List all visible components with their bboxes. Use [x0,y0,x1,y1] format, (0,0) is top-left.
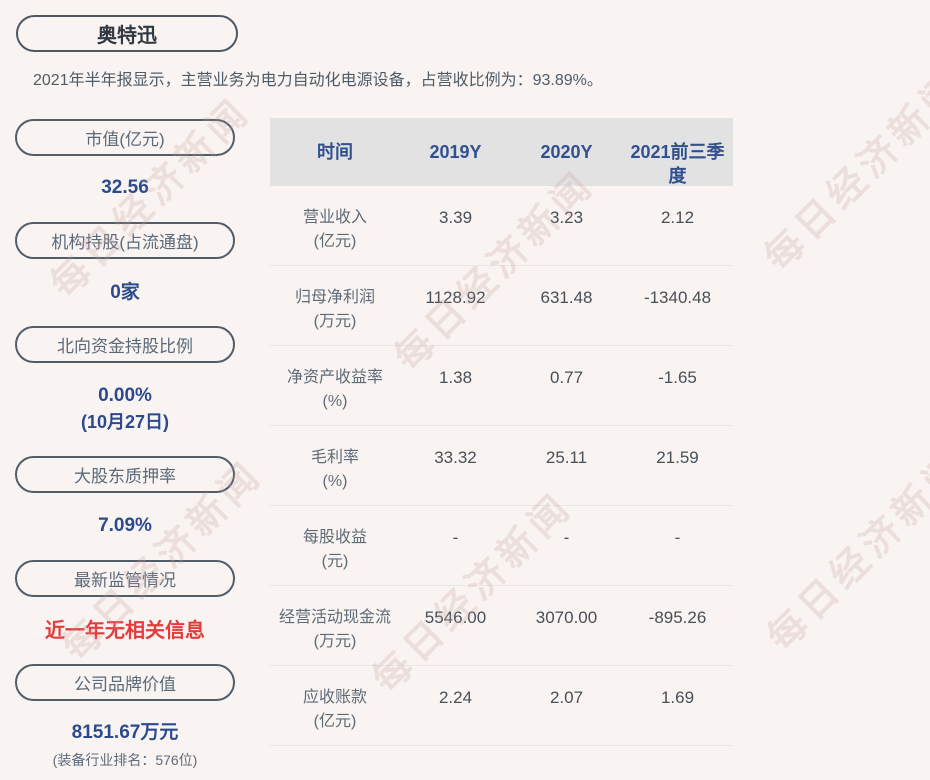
column-header-2019: 2019Y [429,142,482,162]
row-label: 营业收入 (亿元) [302,209,367,250]
sidebar-label: 公司品牌价值 [74,675,176,694]
brand-value-rank: (装备行业排名：576位) [52,752,198,768]
financial-table: 时间 2019Y 2020Y 2021前三季度 营业收入 (亿元) 3.39 3… [270,118,733,746]
table-row-roe: 净资产收益率 (%) 1.38 0.77 -1.65 [270,346,733,426]
institution-holding-value: 0家 [110,282,140,303]
cell-value: 1.69 [660,688,695,707]
row-label: 应收账款 (亿元) [302,689,367,730]
table-row-net-profit: 归母净利润 (万元) 1128.92 631.48 -1340.48 [270,266,733,346]
cell-value: 21.59 [656,448,699,467]
cell-value: -1340.48 [643,288,712,307]
cell-value: - [674,528,681,547]
sidebar-label: 最新监管情况 [74,571,176,590]
company-name-pill: 奥特迅 [16,15,238,52]
cell-value: 0.77 [549,368,584,387]
northbound-ratio-value: 0.00% [98,385,152,406]
market-cap-value: 32.56 [101,177,149,198]
cell-value: 1128.92 [425,288,486,307]
table-row-eps: 每股收益 (元) - - - [270,506,733,586]
watermark-text: 每日经济新闻 [759,442,930,660]
table-row-accounts-receivable: 应收账款 (亿元) 2.24 2.07 1.69 [270,666,733,746]
sidebar-pill-pledge-ratio: 大股东质押率 [15,456,235,493]
brand-value: 8151.67万元 [71,722,179,743]
regulation-status-value: 近一年无相关信息 [45,620,205,642]
sidebar-pill-brand-value: 公司品牌价值 [15,664,235,701]
table-header-row: 时间 2019Y 2020Y 2021前三季度 [270,118,733,186]
sidebar-pill-market-cap: 市值(亿元) [15,119,235,156]
sidebar-label: 大股东质押率 [74,467,176,486]
sidebar-label: 北向资金持股比例 [57,337,193,356]
cell-value: 2.12 [660,208,695,227]
table-row-revenue: 营业收入 (亿元) 3.39 3.23 2.12 [270,186,733,266]
cell-value: 1.38 [438,368,473,387]
table-row-gross-margin: 毛利率 (%) 33.32 25.11 21.59 [270,426,733,506]
row-label: 归母净利润 (万元) [294,289,375,330]
cell-value: 3.23 [549,208,584,227]
column-header-2020: 2020Y [540,142,593,162]
table-row-operating-cash-flow: 经营活动现金流 (万元) 5546.00 3070.00 -895.26 [270,586,733,666]
northbound-ratio-date: (10月27日) [80,412,170,432]
cell-value: 3.39 [438,208,473,227]
row-label: 经营活动现金流 (万元) [278,609,391,650]
cell-value: 631.48 [540,288,593,307]
sidebar-pill-northbound-ratio: 北向资金持股比例 [15,326,235,363]
cell-value: 2.07 [549,688,584,707]
watermark-text: 每日经济新闻 [756,62,930,280]
company-description: 2021年半年报显示，主营业务为电力自动化电源设备，占营收比例为：93.89%。 [33,72,603,89]
cell-value: -1.65 [658,368,697,387]
cell-value: 5546.00 [424,608,487,627]
column-header-2021q3: 2021前三季度 [630,142,725,186]
sidebar-label: 市值(亿元) [85,130,165,149]
sidebar-label: 机构持股(占流通盘) [51,233,199,252]
cell-value: - [563,528,570,547]
company-name: 奥特迅 [97,25,157,47]
row-label: 每股收益 (元) [302,529,367,570]
row-label: 毛利率 (%) [310,449,359,490]
pledge-ratio-value: 7.09% [98,515,152,536]
row-label: 净资产收益率 (%) [286,369,383,410]
cell-value: -895.26 [648,608,707,627]
column-header-time: 时间 [317,142,353,162]
cell-value: - [452,528,459,547]
cell-value: 33.32 [434,448,477,467]
sidebar-pill-institution-holding: 机构持股(占流通盘) [15,222,235,259]
cell-value: 2.24 [438,688,473,707]
sidebar-pill-regulation-status: 最新监管情况 [15,560,235,597]
cell-value: 25.11 [545,448,588,467]
cell-value: 3070.00 [535,608,598,627]
